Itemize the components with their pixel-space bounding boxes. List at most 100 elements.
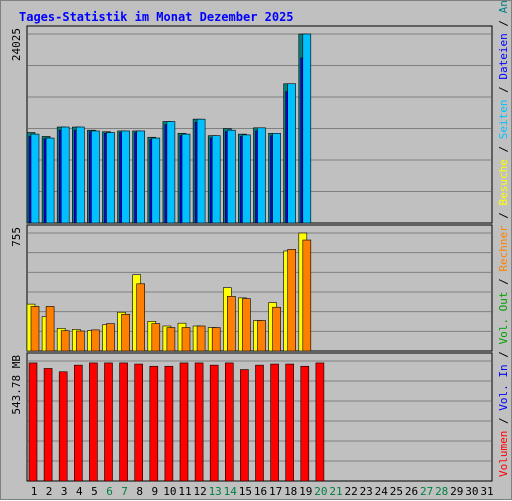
bar-seiten-day-8: [136, 130, 145, 224]
x-tick-label: 26: [405, 485, 418, 498]
x-tick-label: 15: [239, 485, 252, 498]
bar-volumen-day-17: [270, 363, 279, 482]
x-tick-label: 11: [178, 485, 191, 498]
bar-rechner-day-14: [227, 295, 236, 352]
x-tick-label: 23: [360, 485, 373, 498]
bar-seiten-day-1: [30, 133, 40, 224]
legend-separator: /: [497, 411, 510, 431]
bar-rechner-day-5: [91, 329, 100, 352]
bar-seiten-day-6: [106, 132, 115, 224]
bar-volumen-day-6: [104, 362, 113, 482]
panel-visits: 755: [10, 224, 493, 352]
bar-volumen-day-4: [74, 364, 83, 482]
x-tick-label: 9: [151, 485, 158, 498]
legend-item-rechner: Rechner: [497, 225, 510, 272]
x-tick-label: 3: [61, 485, 68, 498]
bar-seiten-day-17: [272, 133, 281, 224]
x-tick-label: 17: [269, 485, 282, 498]
chart-title: Tages-Statistik im Monat Dezember 2025: [19, 10, 294, 24]
bar-seiten-day-4: [76, 126, 85, 224]
bar-seiten-day-14: [227, 129, 236, 224]
bar-rechner-day-17: [272, 306, 281, 352]
bar-rechner-day-9: [151, 323, 161, 352]
bar-volumen-day-12: [194, 362, 204, 482]
legend-separator: /: [497, 205, 510, 225]
legend-item-vol-in: Vol. In: [497, 364, 510, 410]
y-axis-max-label: 24025: [10, 28, 23, 61]
bar-volumen-day-14: [225, 362, 234, 482]
bar-volumen-day-1: [28, 362, 38, 482]
bar-rechner-day-10: [166, 327, 176, 352]
bar-rechner-day-4: [76, 330, 85, 352]
x-tick-label: 21: [329, 485, 342, 498]
bar-rechner-day-16: [257, 320, 266, 352]
x-tick-label: 16: [254, 485, 267, 498]
x-tick-label: 31: [480, 485, 493, 498]
bar-seiten-day-9: [151, 137, 161, 224]
bar-rechner-day-6: [106, 323, 115, 352]
bar-seiten-day-3: [60, 126, 70, 224]
x-tick-label: 12: [193, 485, 206, 498]
legend-item-anfragen: Anfragen: [497, 1, 510, 13]
legend-item-vol-out: Vol. Out: [497, 292, 510, 345]
legend-item-seiten: Seiten: [497, 99, 510, 139]
bar-volumen-day-11: [179, 362, 189, 482]
bar-volumen-day-18: [285, 363, 295, 482]
legend-separator: /: [497, 13, 510, 33]
bar-rechner-day-18: [287, 249, 297, 352]
x-tick-label: 6: [106, 485, 113, 498]
bar-volumen-day-16: [255, 364, 264, 482]
bar-seiten-day-13: [211, 135, 221, 224]
legend-separator: /: [497, 80, 510, 100]
bar-volumen-day-20: [315, 362, 325, 482]
x-tick-label: 27: [420, 485, 433, 498]
x-tick-label: 14: [224, 485, 238, 498]
x-tick-label: 20: [314, 485, 327, 498]
x-tick-label: 10: [163, 485, 176, 498]
bar-seiten-day-19: [302, 33, 312, 224]
y-axis-max-label: 543.78 MB: [10, 355, 23, 415]
bar-rechner-day-11: [181, 327, 191, 352]
x-tick-label: 30: [465, 485, 478, 498]
bar-seiten-day-10: [166, 121, 176, 224]
bar-seiten-day-2: [45, 137, 55, 224]
x-tick-label: 13: [209, 485, 222, 498]
x-tick-label: 8: [136, 485, 143, 498]
bar-volumen-day-10: [164, 365, 174, 482]
bar-volumen-day-5: [89, 362, 98, 482]
bar-volumen-day-19: [300, 365, 310, 482]
y-axis-max-label: 755: [10, 227, 23, 247]
bar-volumen-day-3: [58, 371, 68, 482]
bar-seiten-day-18: [287, 83, 297, 224]
bar-seiten-day-15: [242, 134, 251, 224]
bar-rechner-day-19: [302, 239, 312, 352]
bar-seiten-day-7: [121, 130, 130, 224]
legend-separator: /: [497, 272, 510, 292]
x-tick-label: 7: [121, 485, 128, 498]
x-tick-label: 25: [390, 485, 403, 498]
bar-rechner-day-13: [211, 327, 221, 352]
bar-seiten-day-16: [257, 127, 266, 224]
x-tick-label: 5: [91, 485, 98, 498]
bar-rechner-day-3: [60, 330, 70, 352]
legend-item-volumen: Volumen: [497, 431, 510, 477]
bar-seiten-day-12: [196, 118, 206, 224]
bar-rechner-day-12: [196, 325, 206, 352]
panel-hits: 24025: [10, 25, 493, 224]
bar-volumen-day-15: [240, 369, 249, 482]
panel-volume: 543.78 MB: [10, 352, 493, 482]
legend-separator: /: [497, 345, 510, 365]
bar-volumen-day-9: [149, 365, 159, 482]
x-tick-label: 29: [450, 485, 463, 498]
bar-volumen-day-13: [209, 364, 219, 482]
bar-volumen-day-2: [43, 368, 53, 482]
bar-seiten-day-5: [91, 130, 100, 224]
x-tick-label: 4: [76, 485, 83, 498]
bar-rechner-day-8: [136, 283, 145, 352]
x-tick-label: 1: [31, 485, 38, 498]
x-tick-label: 24: [375, 485, 389, 498]
bar-rechner-day-7: [121, 313, 130, 352]
bar-rechner-day-15: [242, 298, 251, 352]
